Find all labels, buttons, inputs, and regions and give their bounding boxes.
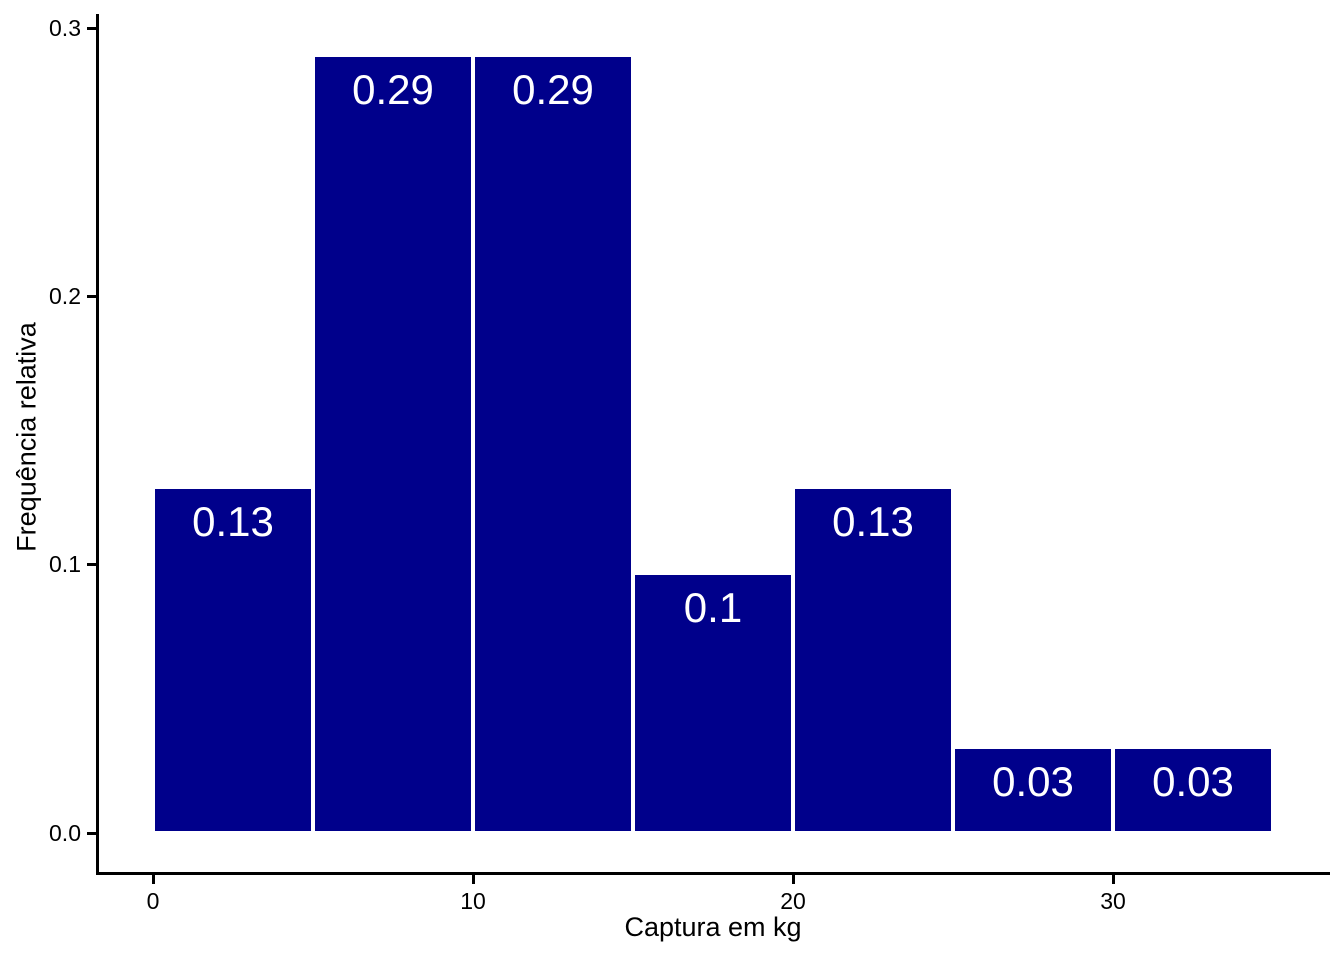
bar-value-label: 0.03 bbox=[1152, 758, 1234, 806]
x-axis-line bbox=[96, 872, 1330, 875]
y-axis-title: Frequência relativa bbox=[11, 322, 42, 552]
y-tick-mark bbox=[87, 563, 97, 567]
y-tick-label: 0.2 bbox=[49, 282, 81, 309]
bar-value-label: 0.13 bbox=[832, 497, 914, 545]
x-tick-mark bbox=[151, 874, 155, 884]
histogram-bar: 0.29 bbox=[313, 54, 473, 833]
y-tick-mark bbox=[87, 831, 97, 835]
bar-value-label: 0.29 bbox=[352, 65, 434, 113]
x-tick-mark bbox=[1111, 874, 1115, 884]
histogram-bar: 0.13 bbox=[793, 486, 953, 833]
histogram-bar: 0.13 bbox=[153, 486, 313, 833]
histogram-bar: 0.1 bbox=[633, 572, 793, 833]
y-tick-label: 0.0 bbox=[49, 819, 81, 846]
y-tick-label: 0.1 bbox=[49, 551, 81, 578]
x-tick-mark bbox=[471, 874, 475, 884]
x-tick-label: 30 bbox=[1100, 888, 1126, 914]
x-tick-label: 20 bbox=[780, 888, 806, 914]
bar-value-label: 0.1 bbox=[683, 583, 743, 631]
y-axis-line bbox=[96, 14, 99, 875]
y-tick-mark bbox=[87, 294, 97, 298]
x-tick-mark bbox=[791, 874, 795, 884]
histogram-bar: 0.03 bbox=[953, 747, 1113, 833]
x-axis-title: Captura em kg bbox=[624, 912, 802, 942]
bar-value-label: 0.13 bbox=[192, 497, 274, 545]
bar-value-label: 0.29 bbox=[512, 65, 594, 113]
bar-value-label: 0.03 bbox=[992, 758, 1074, 806]
x-tick-label: 10 bbox=[460, 888, 486, 914]
y-tick-label: 0.3 bbox=[49, 14, 81, 41]
y-tick-mark bbox=[87, 26, 97, 30]
histogram-bar: 0.03 bbox=[1113, 747, 1273, 833]
histogram-bar: 0.29 bbox=[473, 54, 633, 833]
x-tick-label: 0 bbox=[146, 888, 160, 914]
